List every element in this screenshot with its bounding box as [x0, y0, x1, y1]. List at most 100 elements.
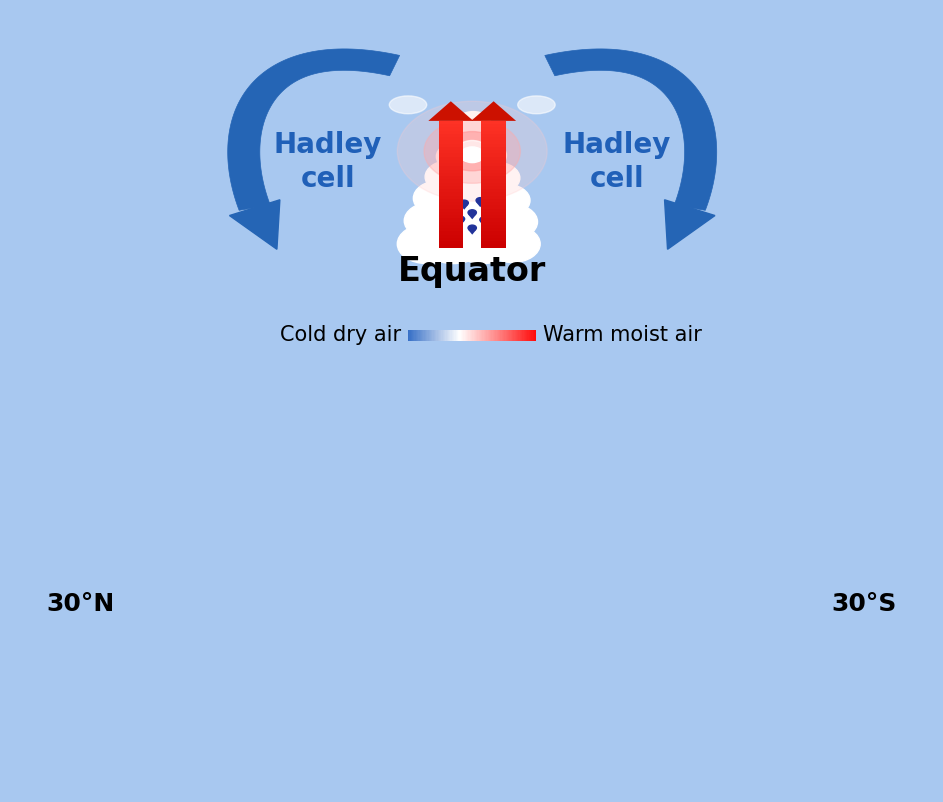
Polygon shape [805, 682, 840, 699]
Polygon shape [439, 800, 448, 802]
Polygon shape [434, 800, 442, 802]
Polygon shape [481, 237, 506, 241]
Polygon shape [865, 597, 902, 606]
Polygon shape [405, 797, 416, 802]
Polygon shape [481, 156, 506, 160]
Polygon shape [157, 720, 188, 740]
Polygon shape [452, 800, 458, 802]
Polygon shape [525, 330, 526, 341]
Polygon shape [417, 330, 419, 341]
Polygon shape [92, 670, 127, 686]
Polygon shape [491, 330, 493, 341]
Polygon shape [393, 796, 405, 802]
Polygon shape [652, 771, 673, 795]
Polygon shape [227, 49, 400, 210]
Polygon shape [438, 121, 463, 124]
Polygon shape [470, 800, 475, 802]
Polygon shape [481, 137, 506, 140]
Polygon shape [843, 638, 880, 651]
Polygon shape [481, 140, 506, 144]
Polygon shape [456, 221, 465, 225]
Polygon shape [481, 163, 506, 166]
Circle shape [460, 147, 484, 163]
Polygon shape [308, 781, 327, 802]
Polygon shape [466, 330, 467, 341]
Polygon shape [320, 784, 338, 802]
Polygon shape [502, 330, 503, 341]
Polygon shape [438, 140, 463, 144]
Polygon shape [45, 604, 83, 614]
Polygon shape [481, 196, 506, 199]
Polygon shape [141, 710, 173, 729]
Polygon shape [826, 660, 861, 675]
Polygon shape [297, 779, 317, 802]
Polygon shape [410, 330, 412, 341]
Polygon shape [183, 735, 211, 756]
Text: Warm moist air: Warm moist air [543, 326, 702, 345]
Polygon shape [408, 330, 409, 341]
Polygon shape [438, 330, 440, 341]
Polygon shape [457, 800, 464, 802]
Polygon shape [671, 764, 694, 788]
Polygon shape [119, 693, 152, 711]
Polygon shape [481, 131, 506, 134]
Circle shape [451, 221, 515, 264]
Polygon shape [864, 600, 901, 610]
Polygon shape [43, 600, 81, 610]
Polygon shape [125, 699, 158, 718]
Polygon shape [796, 691, 830, 708]
Text: Hadley
cell: Hadley cell [273, 131, 382, 193]
Polygon shape [440, 330, 441, 341]
Polygon shape [201, 744, 228, 766]
Polygon shape [86, 663, 122, 679]
Circle shape [449, 189, 457, 195]
Polygon shape [518, 798, 528, 802]
Polygon shape [741, 730, 770, 751]
Polygon shape [336, 788, 353, 802]
Polygon shape [419, 330, 420, 341]
Polygon shape [438, 169, 463, 172]
Polygon shape [438, 183, 463, 186]
Circle shape [480, 217, 488, 222]
Ellipse shape [75, 568, 124, 591]
Polygon shape [745, 727, 775, 749]
Polygon shape [483, 330, 484, 341]
Circle shape [487, 188, 495, 193]
Polygon shape [481, 189, 506, 192]
Polygon shape [455, 330, 456, 341]
Polygon shape [58, 627, 95, 640]
Polygon shape [685, 759, 709, 782]
Polygon shape [108, 684, 141, 702]
Polygon shape [438, 186, 463, 189]
Polygon shape [531, 330, 533, 341]
Circle shape [476, 197, 485, 203]
Polygon shape [753, 723, 784, 743]
Polygon shape [441, 330, 442, 341]
Polygon shape [481, 150, 506, 153]
Polygon shape [850, 627, 886, 640]
Polygon shape [438, 156, 463, 160]
Polygon shape [434, 330, 435, 341]
Polygon shape [484, 330, 485, 341]
Polygon shape [412, 330, 413, 341]
Ellipse shape [820, 568, 869, 591]
Polygon shape [161, 723, 191, 743]
Polygon shape [476, 330, 477, 341]
Polygon shape [60, 631, 97, 644]
Polygon shape [417, 798, 426, 802]
Polygon shape [229, 200, 280, 249]
Polygon shape [481, 218, 506, 221]
Polygon shape [517, 330, 519, 341]
Polygon shape [438, 163, 463, 166]
Polygon shape [769, 712, 800, 732]
Circle shape [437, 142, 481, 172]
Circle shape [424, 119, 521, 184]
Circle shape [429, 197, 491, 239]
Polygon shape [469, 330, 470, 341]
Polygon shape [438, 176, 463, 180]
Polygon shape [602, 785, 620, 802]
Circle shape [472, 162, 520, 193]
Polygon shape [480, 800, 487, 802]
Polygon shape [786, 699, 819, 718]
Polygon shape [438, 225, 463, 228]
